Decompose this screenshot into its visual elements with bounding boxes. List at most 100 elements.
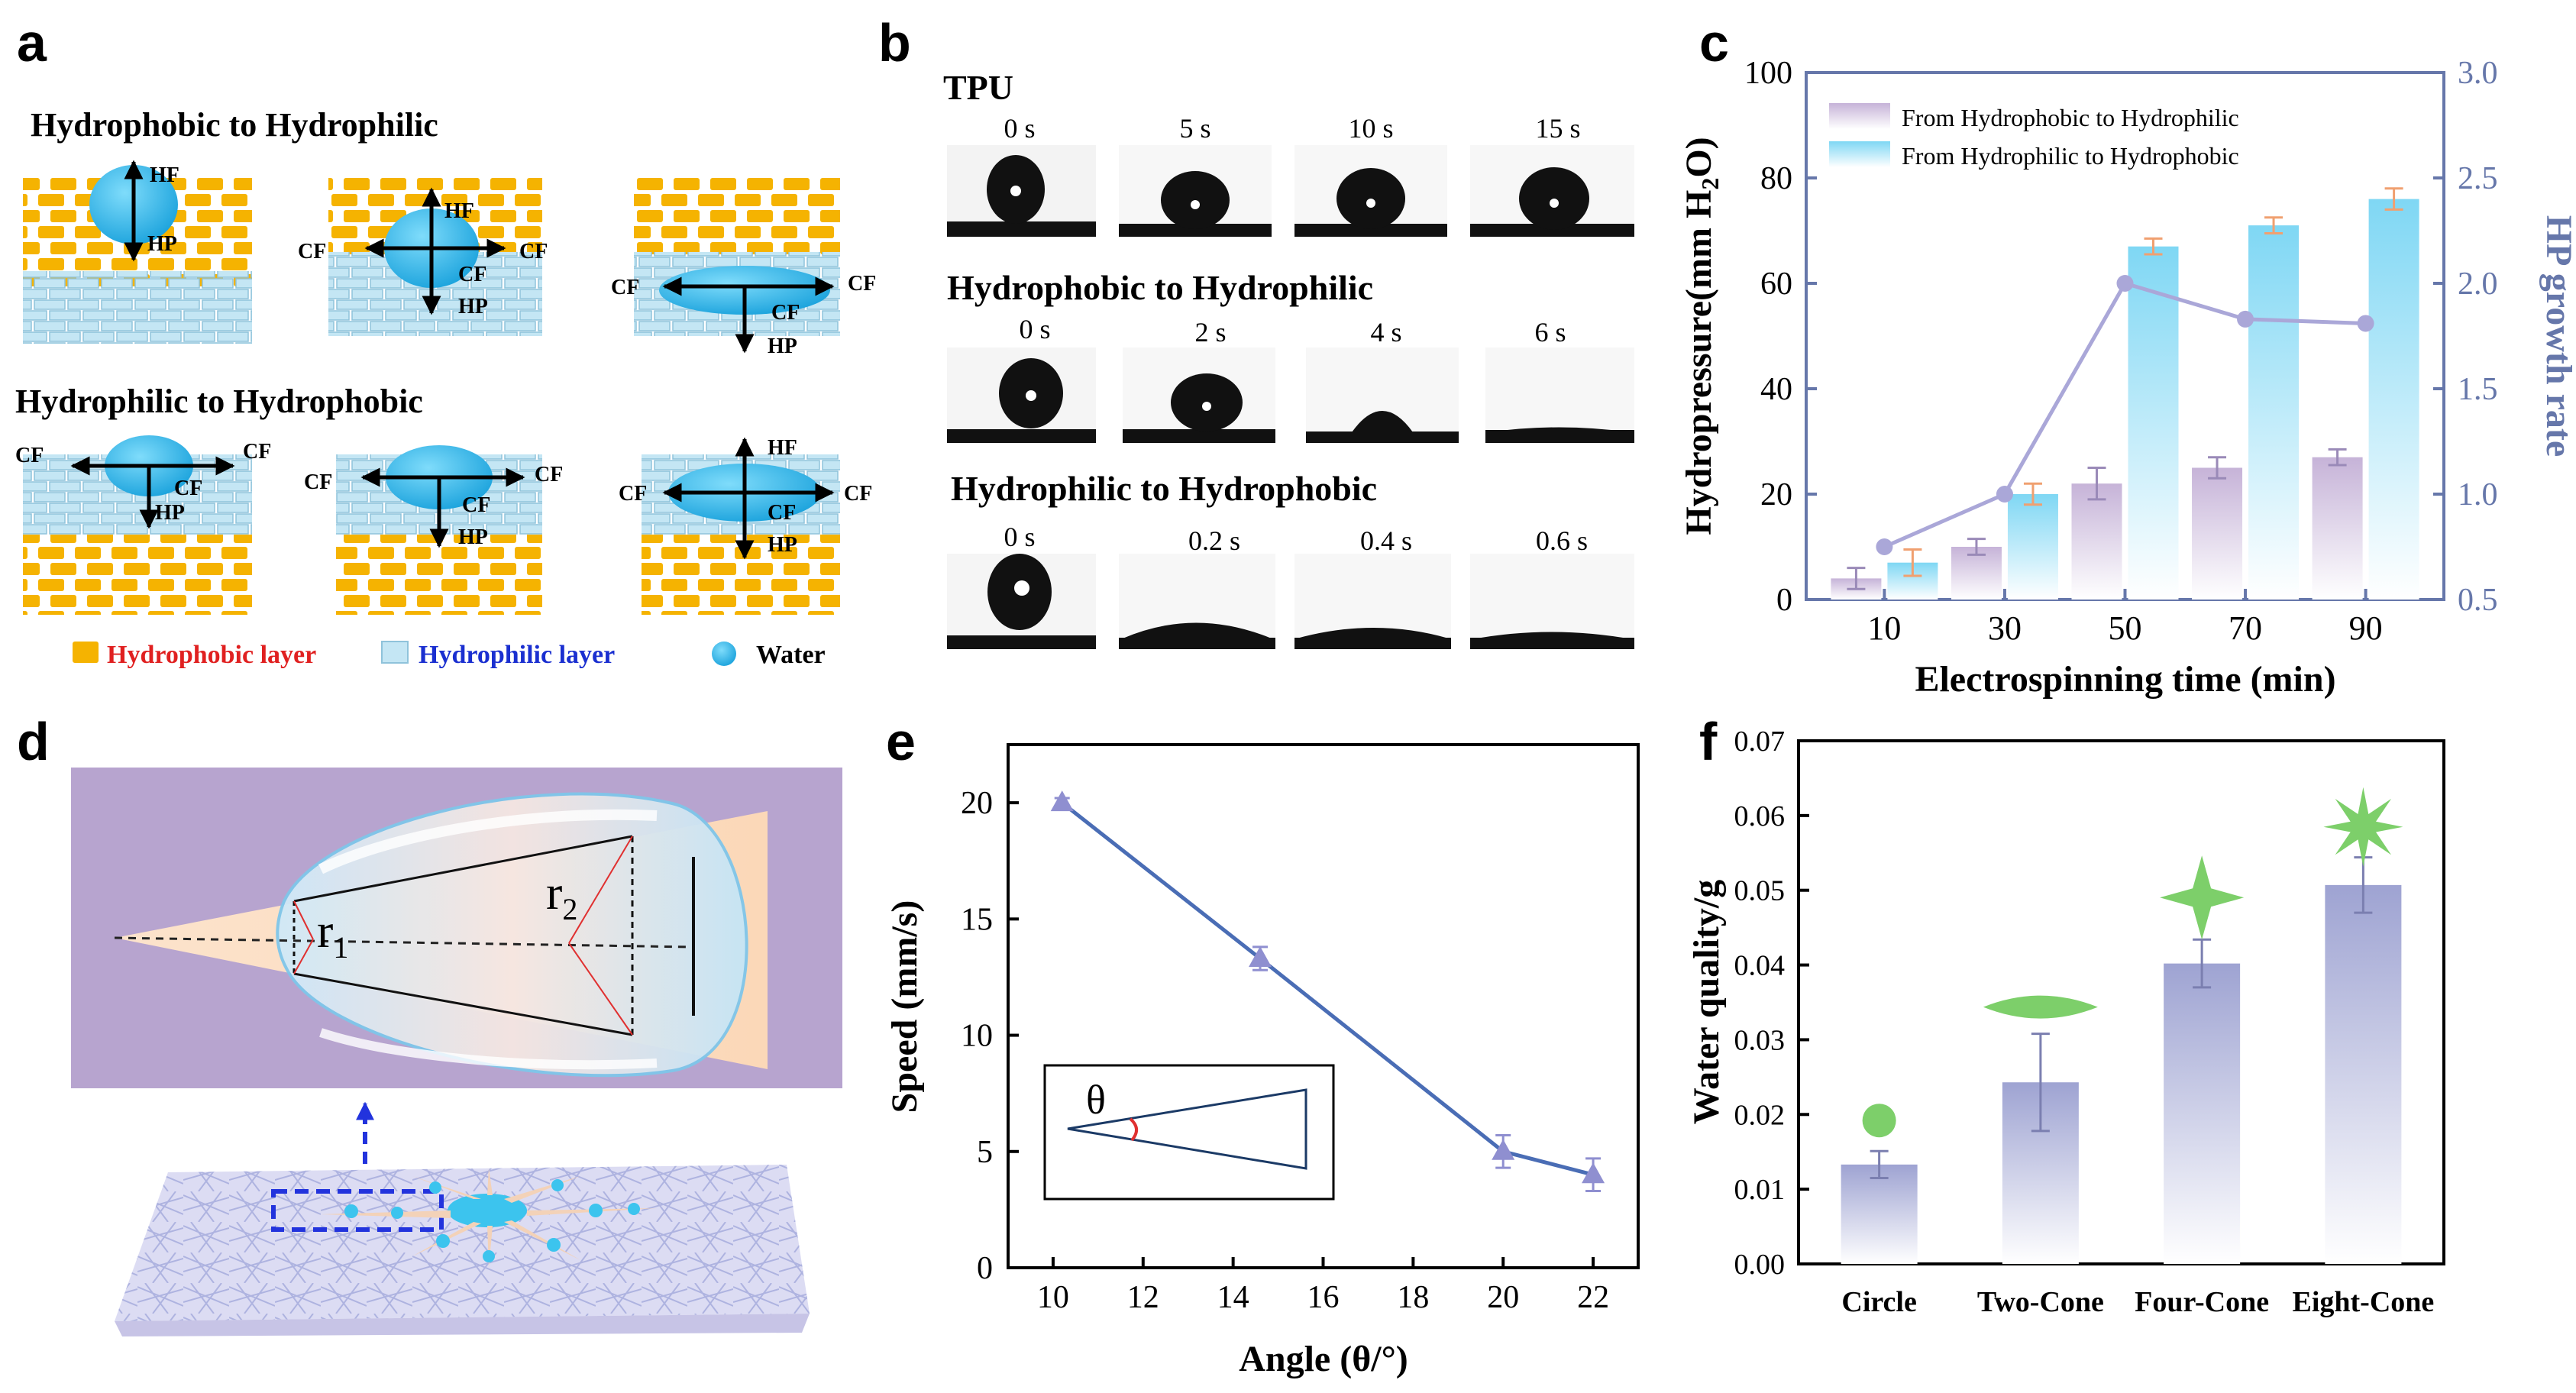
chart-c-ytick-label: 100 [1744,56,1792,91]
chart-e-ytick-label: 0 [977,1251,993,1286]
b-row2-time: 6 s [1534,317,1566,347]
b-row3-time: 0 s [1004,522,1035,552]
chart-c-y2tick-label: 3.0 [2458,56,2498,91]
panel-a: Hydrophobic to Hydrophilic Hydrophilic t… [15,106,876,669]
chart-c-growth-point [1996,486,2013,503]
panel-a-title-bottom: Hydrophilic to Hydrophobic [15,383,423,420]
d-droplet [276,792,748,1078]
b-row3-time: 0.6 s [1536,525,1588,556]
chart-c-errorbar [1903,548,1922,577]
b-row1-time: 5 s [1179,113,1210,144]
chart-c-errorbar [2264,216,2283,234]
chart-f-shape-markers [1862,787,2403,1138]
chart-c-bar-hydrophilic-to-hydrophobic [2368,199,2419,600]
chart-e: 10 12 14 16 18 20 22 0 5 10 15 20 θ Angle (θ/°) Spe… [884,743,1640,1379]
label-hp: HP [155,501,185,525]
d-label-r1: r1 [317,903,348,965]
chart-c-ylabel: Hydropressure(mm H2O) [1679,137,1724,535]
b-row3-time: 0.4 s [1360,525,1412,556]
chart-c-bar-hydrophilic-to-hydrophobic [2128,246,2179,600]
chart-e-point [1050,790,1074,812]
schematic-bottom-1: CF CF CF HP [15,435,271,615]
chart-f-ytick-label: 0.04 [1734,950,1786,982]
chart-c-y2tick-label: 1.5 [2458,372,2498,407]
chart-c-ytick-label: 80 [1760,161,1792,196]
label-cf: CF [844,482,872,506]
label-hp: HP [768,533,797,557]
chart-c-growth-point [1876,538,1893,555]
label-cf: CF [848,272,876,296]
chart-c-bar-hydrophilic-to-hydrophobic [2007,494,2058,600]
label-cf: CF [768,501,796,525]
label-cf: CF [15,444,44,467]
b-row1-time: 10 s [1348,113,1393,144]
chart-c-bar-hydrophobic-to-hydrophilic [2192,467,2243,600]
droplet [1352,411,1413,432]
chart-e-point [1492,1139,1515,1160]
chart-f-bar [2325,884,2402,1264]
chart-e-point [1582,1162,1605,1184]
chart-f-errorbar [1870,1149,1889,1179]
chart-e-ytick-label: 5 [977,1135,993,1170]
schematic-top-1: HF HP [23,160,252,344]
chart-f-frame [1797,739,2445,1265]
chart-e-xtick-label: 10 [1037,1280,1069,1315]
chart-c-bar-hydrophobic-to-hydrophilic [2312,457,2363,600]
label-hp: HP [147,232,177,256]
chart-e-ytick-label: 20 [961,786,993,821]
legend-c-label-1: From Hydrophobic to Hydrophilic [1902,104,2239,131]
chart-f-xtick-label: Eight-Cone [2292,1286,2434,1318]
four-cone-shape-icon [2160,855,2245,940]
label-cf: CF [304,470,332,494]
chart-e-xtick-label: 20 [1487,1280,1519,1315]
chart-f-ytick-label: 0.02 [1734,1099,1786,1131]
label-hf: HF [444,199,474,223]
legend-hydrophobic-label: Hydrophobic layer [107,641,316,669]
label-hp: HP [458,295,488,318]
chart-c-errorbar [2087,467,2106,501]
panel-label-b: b [878,13,911,73]
chart-e-xtick-label: 14 [1217,1280,1249,1315]
chart-c-errorbar [1847,567,1866,590]
b-row1-time: 15 s [1535,113,1580,144]
chart-c-xtick-label: 90 [2349,609,2383,647]
chart-f-ytick-label: 0.05 [1734,875,1786,907]
label-cf: CF [611,276,639,299]
chart-c-xtick-label: 70 [2229,609,2262,647]
chart-c-errorbar [2023,482,2042,506]
b-row1-photos [947,145,1634,237]
chart-f-ytick-label: 0.03 [1734,1024,1786,1056]
d-center-drop [448,1194,527,1227]
eight-cone-shape-icon [2323,787,2403,867]
label-cf: CF [535,463,563,486]
chart-c-y2label: HP growth rate [2539,215,2576,457]
chart-e-ylabel: Speed (mm/s) [884,900,925,1113]
schematic-top-2: HF CF CF CF HP [298,174,548,336]
schematic-bottom-3: CF CF HF CF HP [619,436,872,615]
panel-label-f: f [1699,712,1718,771]
chart-c-ytick-label: 60 [1760,267,1792,302]
chart-c: 0 20 40 60 80 100 0.5 1.0 1.5 2.0 2.5 3.0 10 30 50 70 90… [1679,56,2576,700]
b-row2-time: 2 s [1194,317,1226,347]
chart-c-ytick-label: 40 [1760,372,1792,407]
chart-c-growth-point [2116,275,2134,292]
chart-e-xtick-label: 12 [1127,1280,1159,1315]
label-cf: CF [243,440,271,464]
panel-label-c: c [1699,13,1729,73]
panel-a-title-top: Hydrophobic to Hydrophilic [31,106,438,144]
b-row2-title: Hydrophobic to Hydrophilic [947,268,1373,307]
chart-c-xlabel: Electrospinning time (min) [1915,659,2335,700]
chart-f-errorbar [2193,938,2212,989]
d-label-r2: r2 [546,865,577,926]
b-row2-time: 0 s [1019,314,1050,344]
chart-c-xtick-label: 10 [1867,609,1901,647]
chart-e-point [1249,946,1272,968]
chart-c-growth-point [2237,310,2254,328]
label-cf: CF [771,301,800,325]
legend-hydrophilic-swatch [381,641,409,664]
chart-f-ytick-label: 0.01 [1734,1174,1786,1206]
label-hp: HP [458,525,488,549]
panel-label-d: d [17,712,50,771]
